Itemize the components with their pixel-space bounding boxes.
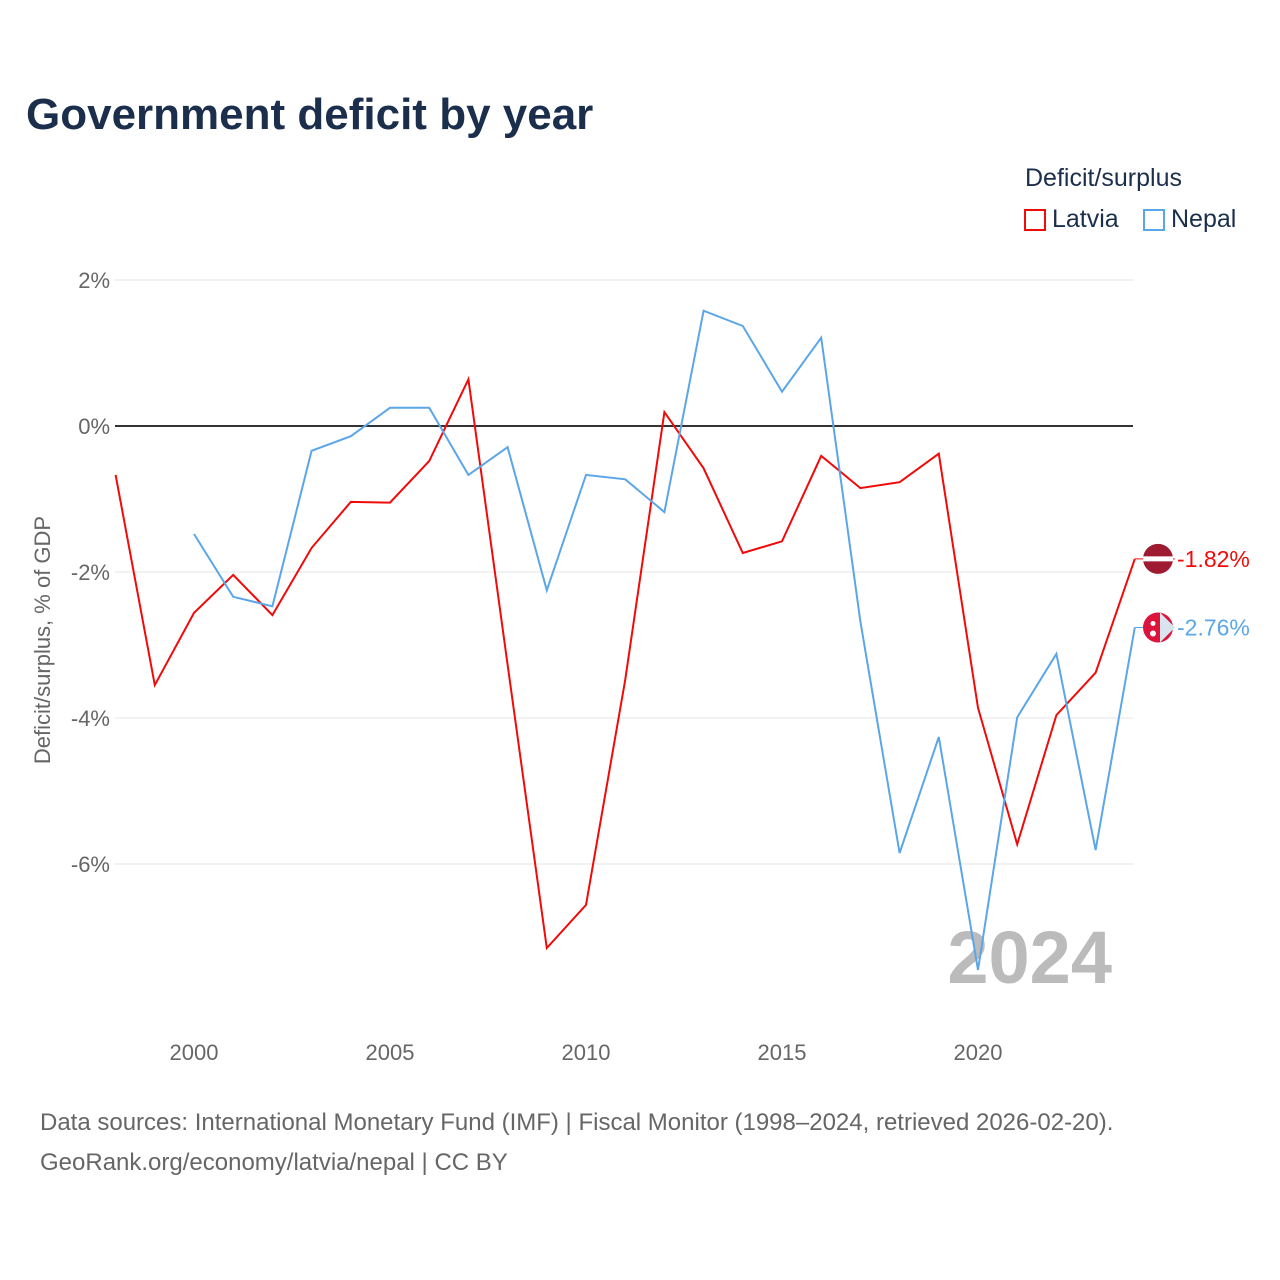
legend-swatch-latvia <box>1024 208 1046 231</box>
nepal-flag-sun <box>1150 630 1156 637</box>
end-value-label-nepal: -2.76% <box>1177 614 1250 640</box>
y-tick-label: -4% <box>71 706 110 731</box>
x-tick-label: 2000 <box>170 1040 219 1065</box>
legend-title: Deficit/surplus <box>1025 164 1182 192</box>
x-tick-label: 2010 <box>562 1040 611 1065</box>
legend-swatch-nepal <box>1143 208 1165 231</box>
series-line-latvia <box>114 375 1136 951</box>
nepal-flag-moon <box>1150 620 1156 626</box>
y-tick-label: -2% <box>71 560 110 585</box>
legend-item-latvia[interactable]: Latvia <box>1024 205 1119 234</box>
source-line-2: GeoRank.org/economy/latvia/nepal | CC BY <box>40 1149 508 1176</box>
end-value-label-latvia: -1.82% <box>1177 546 1250 572</box>
legend-label-latvia: Latvia <box>1052 205 1119 233</box>
chart-title: Government deficit by year <box>26 90 594 139</box>
y-tick-label: 0% <box>78 414 110 439</box>
source-line-1: Data sources: International Monetary Fun… <box>40 1109 1114 1136</box>
nepal-flag-edge <box>1160 612 1175 643</box>
latvia-flag-stripe <box>1143 556 1173 562</box>
y-tick-label: -6% <box>71 852 110 877</box>
y-axis-label: Deficit/surplus, % of GDP <box>30 516 55 764</box>
x-tick-label: 2015 <box>758 1040 807 1065</box>
legend-label-nepal: Nepal <box>1171 205 1237 233</box>
year-watermark: 2024 <box>947 916 1112 999</box>
series-line-nepal <box>193 309 1136 971</box>
legend-item-nepal[interactable]: Nepal <box>1143 205 1236 234</box>
x-tick-label: 2005 <box>366 1040 415 1065</box>
x-tick-label: 2020 <box>954 1040 1003 1065</box>
y-tick-label: 2% <box>78 268 110 293</box>
